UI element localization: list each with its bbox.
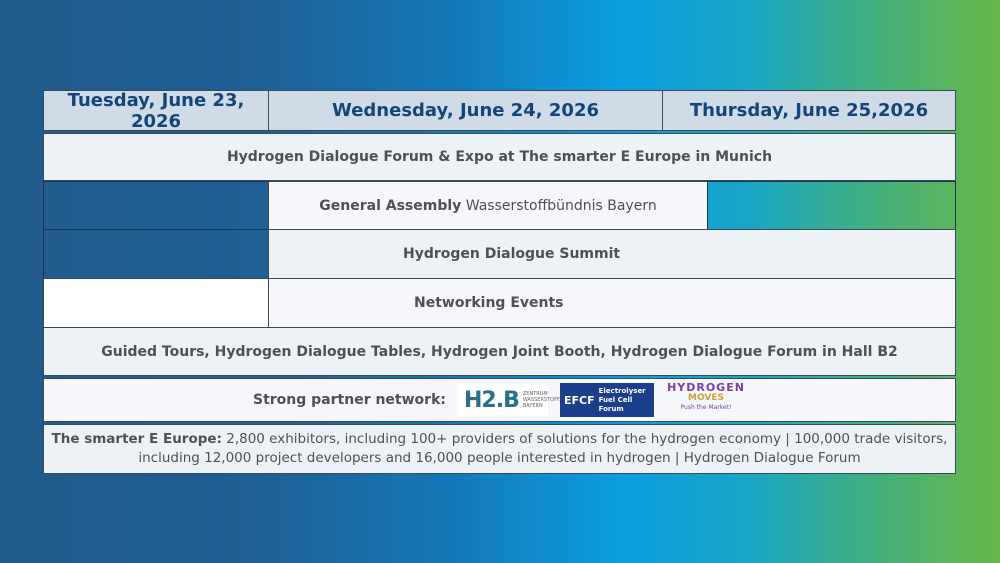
forum-row: Hydrogen Dialogue Forum & Expo at The sm… — [43, 133, 956, 181]
footer-text: 2,800 exhibitors, including 100+ provide… — [138, 431, 948, 466]
empty-cell — [43, 278, 269, 328]
empty-cell — [707, 181, 956, 230]
h2b-logo: H2.B ZENTRUM WASSERSTOFF. BAYERN — [458, 383, 561, 417]
day-wednesday: Wednesday, June 24, 2026 — [268, 90, 663, 131]
partner-label: Strong partner network: — [253, 392, 446, 408]
partner-row: Strong partner network: H2.B ZENTRUM WASS… — [43, 378, 956, 422]
empty-cell — [43, 181, 269, 230]
networking-row: Networking Events — [268, 278, 956, 328]
assembly-rest: Wasserstoffbündnis Bayern — [461, 197, 657, 214]
empty-cell — [43, 229, 269, 279]
efcf-logo: EFCF Electrolyser Fuel Cell Forum — [560, 383, 654, 417]
general-assembly-row: General Assembly Wasserstoffbündnis Baye… — [268, 181, 708, 230]
tours-row: Guided Tours, Hydrogen Dialogue Tables, … — [43, 327, 956, 376]
day-thursday: Thursday, June 25,2026 — [662, 90, 956, 131]
footer-bold: The smarter E Europe: — [51, 431, 222, 447]
day-tuesday: Tuesday, June 23, 2026 — [43, 90, 269, 132]
summit-row: Hydrogen Dialogue Summit — [268, 229, 956, 279]
hydrogen-moves-logo: HYDROGEN MOVES Push the Market! — [667, 381, 745, 411]
assembly-bold: General Assembly — [319, 197, 462, 214]
footer-info: The smarter E Europe: 2,800 exhibitors, … — [43, 424, 956, 474]
